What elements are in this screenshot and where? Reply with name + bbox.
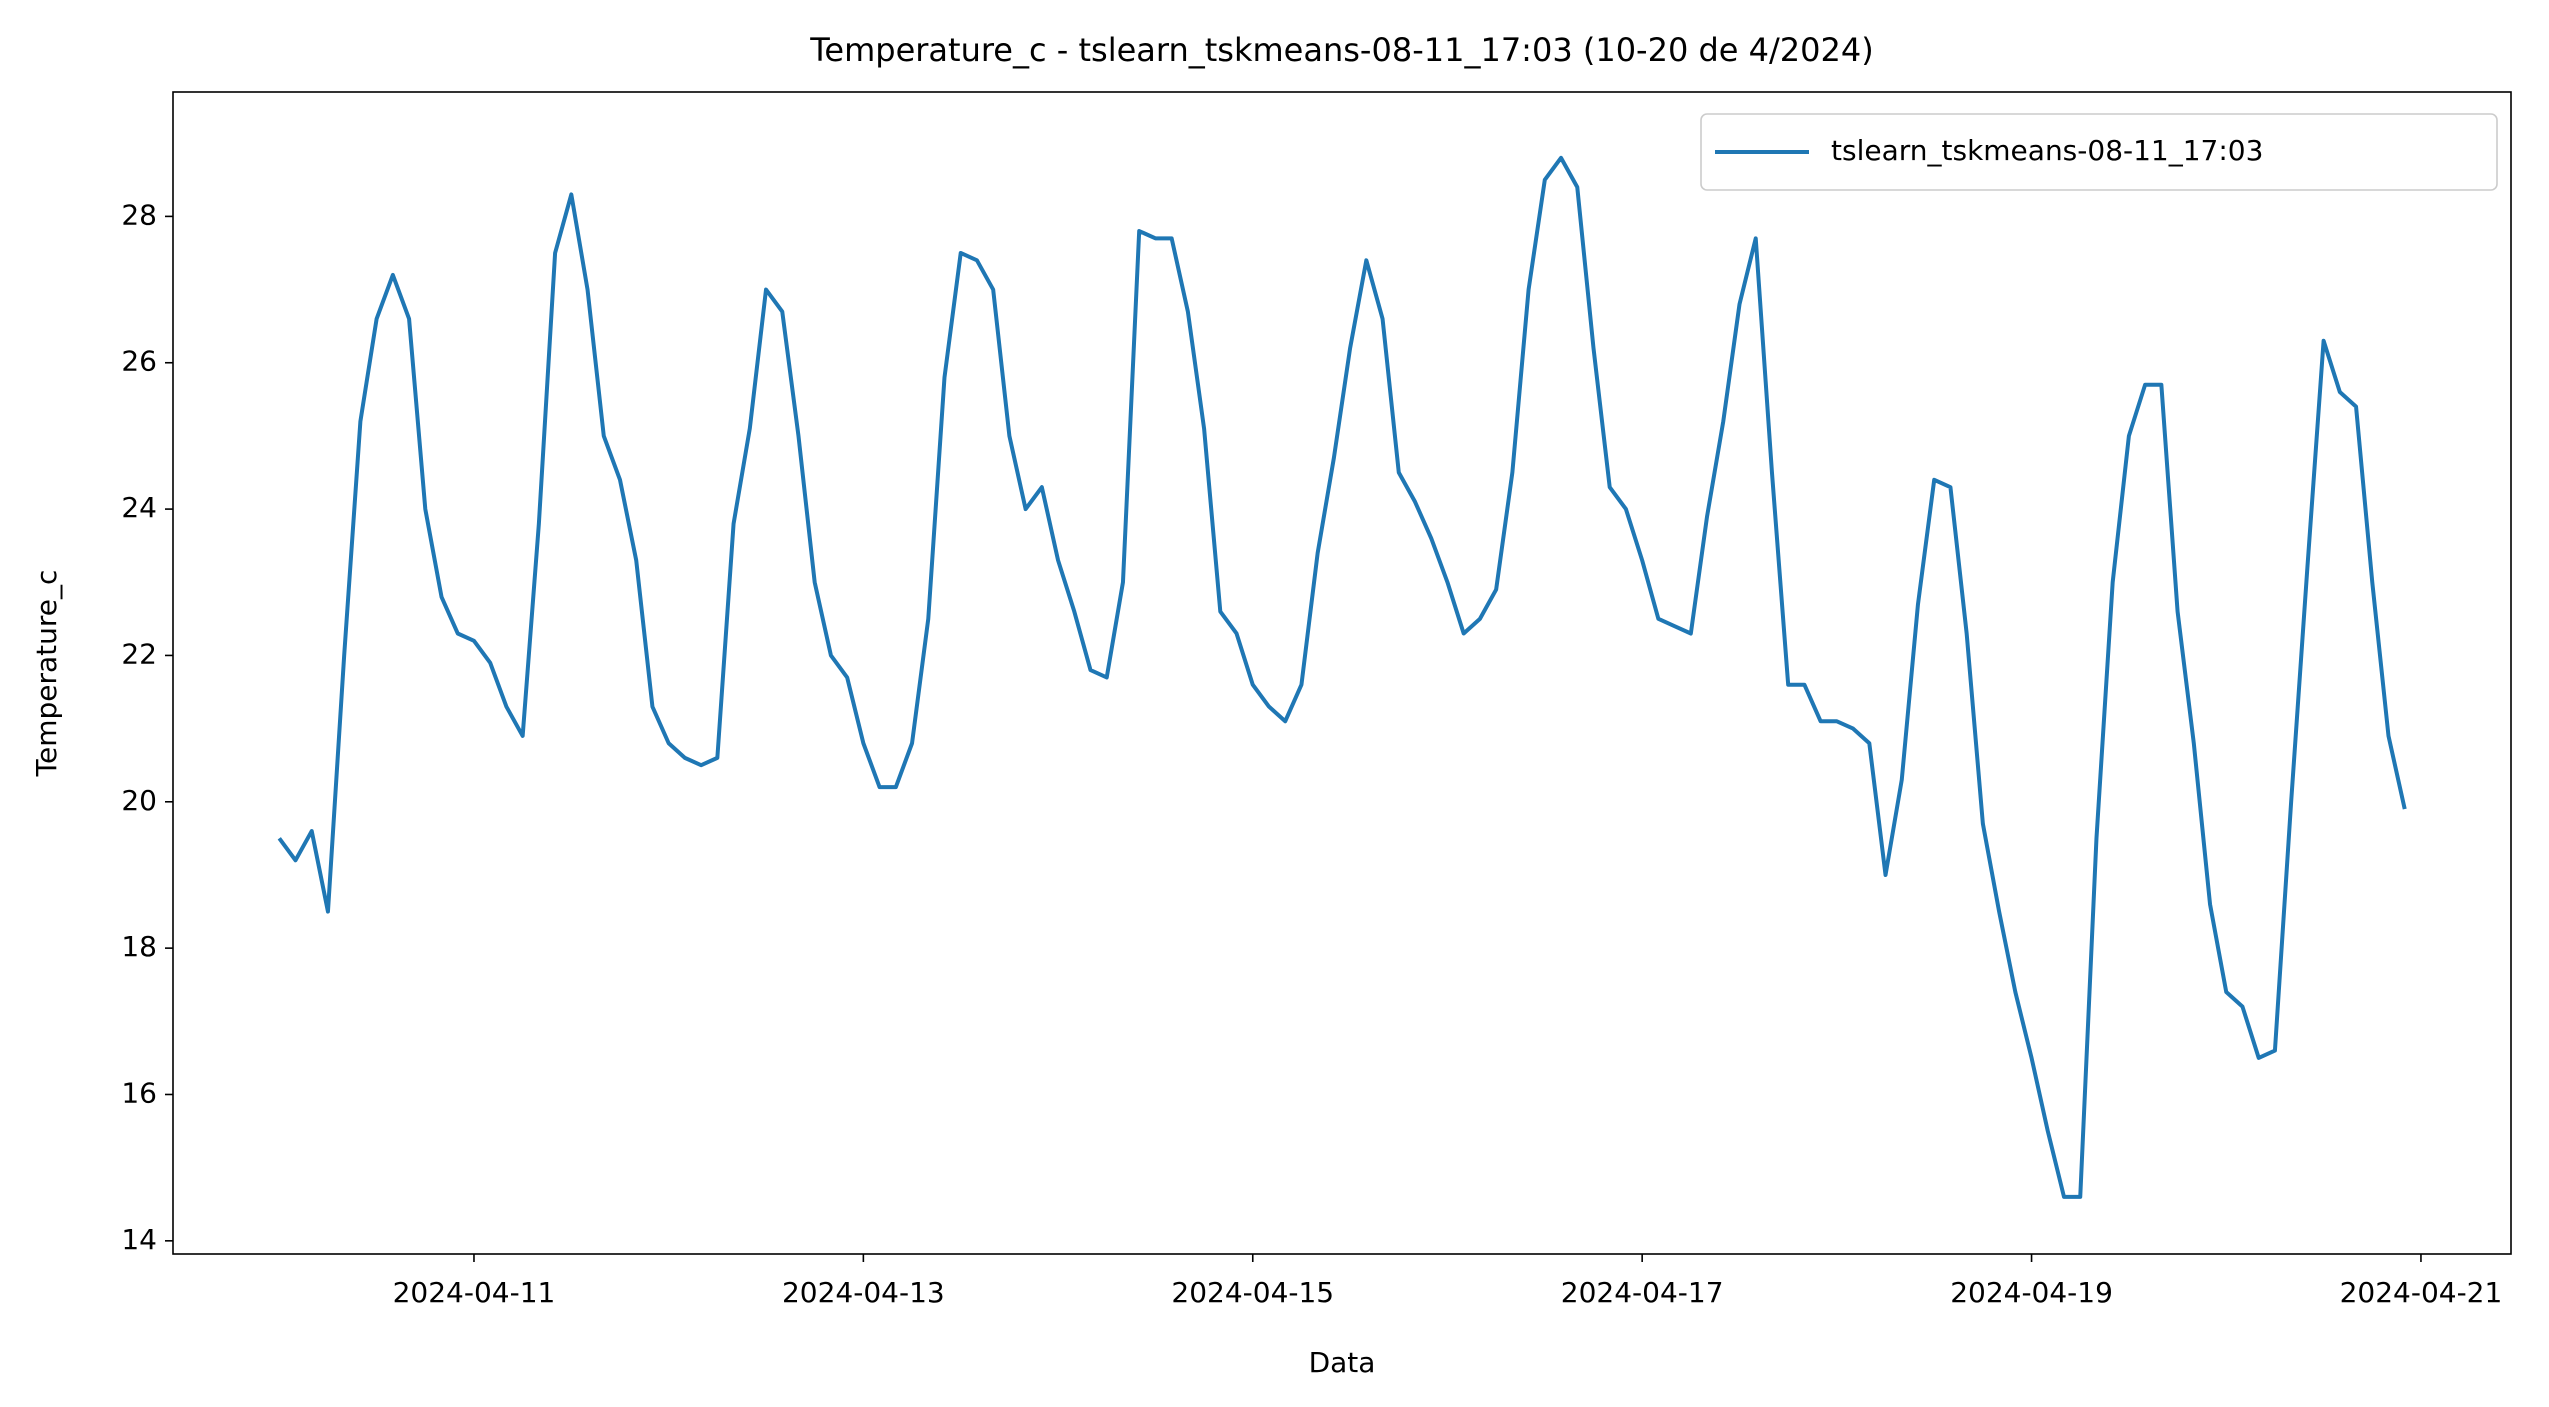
chart-title: Temperature_c - tslearn_tskmeans-08-11_1… [809, 31, 1873, 69]
legend-box [1700, 113, 2498, 191]
x-tick-label: 2024-04-11 [393, 1276, 556, 1309]
x-tick-label: 2024-04-13 [782, 1276, 945, 1309]
x-tick-label: 2024-04-17 [1561, 1276, 1724, 1309]
legend-label: tslearn_tskmeans-08-11_17:03 [1831, 134, 2263, 167]
y-tick-label: 14 [121, 1223, 157, 1256]
x-tick-label: 2024-04-21 [2340, 1276, 2503, 1309]
y-tick-label: 16 [121, 1076, 157, 1109]
x-tick-label: 2024-04-15 [1171, 1276, 1334, 1309]
y-tick-label: 18 [121, 930, 157, 963]
x-tick-label: 2024-04-19 [1950, 1276, 2113, 1309]
axes-frame [172, 91, 2512, 1255]
y-tick-label: 20 [121, 784, 157, 817]
data-line [277, 155, 2407, 1199]
y-tick-label: 26 [121, 345, 157, 378]
y-tick-label: 28 [121, 198, 157, 231]
y-axis-label: Temperature_c [30, 570, 63, 778]
y-tick-label: 22 [121, 637, 157, 670]
y-tick-label: 24 [121, 491, 157, 524]
x-axis-label: Data [1309, 1346, 1376, 1379]
